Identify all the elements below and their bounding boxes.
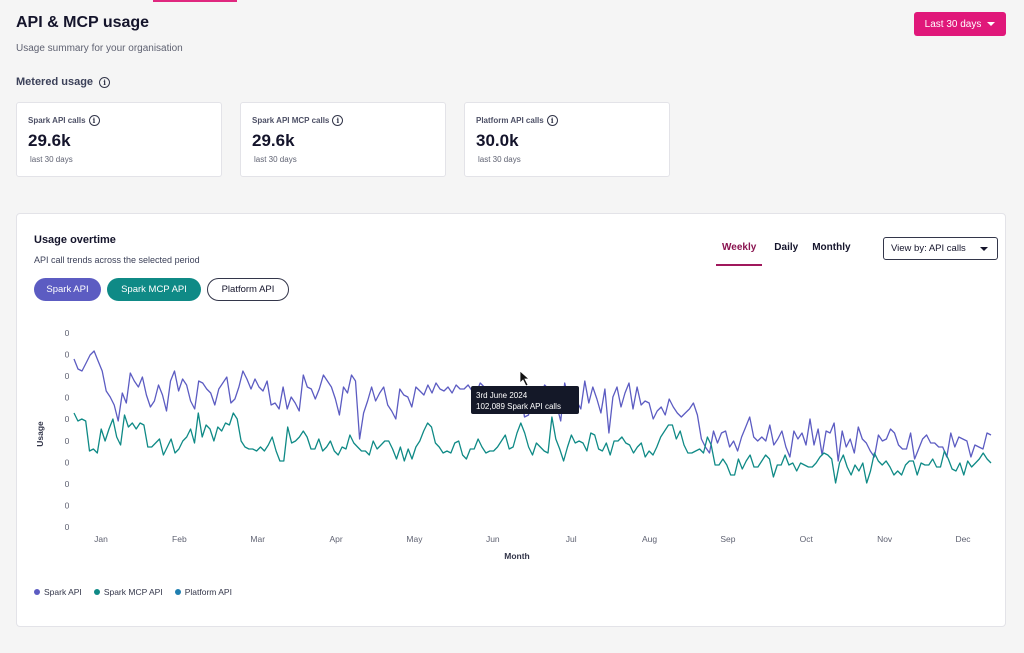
series-line-spark-mcp-api: [73, 412, 992, 484]
info-icon[interactable]: i: [99, 76, 111, 88]
x-tick-label: Aug: [642, 534, 657, 544]
tooltip-value: 102,089 Spark API calls: [476, 402, 561, 411]
metric-card-period: last 30 days: [254, 155, 297, 164]
x-tick-label: May: [406, 534, 423, 544]
usage-panel-subtitle: API call trends across the selected peri…: [34, 255, 200, 265]
usage-line-chart: 0 0 0 0 0 0 0 0 0 0 Jan Feb Mar Apr May Jun Jul Aug Sep Oct…: [35, 328, 992, 561]
x-tick-label: Dec: [955, 534, 971, 544]
y-tick-label: 0: [65, 522, 70, 532]
usage-overtime-panel: Usage overtime API call trends across th…: [16, 213, 1006, 627]
metric-card-value: 30.0k: [476, 131, 519, 150]
tab-weekly[interactable]: Weekly: [716, 234, 763, 266]
x-tick-label: Jun: [486, 534, 500, 544]
tooltip-date: 3rd June 2024: [476, 391, 528, 400]
x-axis-label: Month: [504, 551, 530, 561]
metric-card-platform-api: Platform API calls i 30.0k last 30 days: [464, 102, 670, 177]
legend-dot: [174, 589, 181, 595]
y-axis-label: Usage: [35, 421, 45, 447]
info-icon[interactable]: i: [88, 115, 100, 126]
metric-card-label: Spark API MCP calls: [252, 116, 330, 125]
filter-pill-platform-api[interactable]: Platform API: [207, 278, 289, 301]
tab-daily[interactable]: Daily: [774, 242, 799, 253]
page-subtitle: Usage summary for your organisation: [16, 43, 183, 54]
y-tick-label: 0: [65, 328, 70, 338]
y-tick-label: 0: [65, 393, 70, 403]
y-tick-label: 0: [65, 500, 70, 510]
view-by-dropdown[interactable]: View by: API calls: [883, 237, 998, 260]
legend-item-spark-api: Spark API: [34, 587, 82, 597]
legend-dot: [34, 589, 40, 595]
usage-panel-title: Usage overtime: [34, 234, 116, 246]
x-tick-label: Mar: [250, 534, 265, 544]
view-by-label: View by: API calls: [891, 243, 966, 254]
metered-usage-heading: Metered usage i: [16, 76, 111, 88]
y-tick-label: 0: [65, 479, 70, 489]
metric-card-spark-api-mcp: Spark API MCP calls i 29.6k last 30 days: [240, 102, 446, 177]
metric-card-period: last 30 days: [30, 155, 73, 164]
y-tick-label: 0: [65, 436, 70, 446]
chevron-down-icon: [987, 22, 996, 26]
y-tick-label: 0: [65, 457, 70, 467]
tab-monthly[interactable]: Monthly: [812, 242, 851, 253]
metric-card-label: Spark API calls: [28, 116, 86, 125]
metric-card-period: last 30 days: [478, 155, 521, 164]
page-title: API & MCP usage: [16, 14, 150, 31]
y-tick-label: 0: [65, 414, 70, 424]
x-tick-label: Nov: [877, 534, 893, 544]
info-icon[interactable]: i: [332, 115, 344, 126]
x-tick-label: Oct: [800, 534, 814, 544]
legend-label: Platform API: [184, 587, 232, 597]
y-tick-label: 0: [65, 350, 70, 360]
top-nav-active-indicator: [153, 0, 237, 2]
metric-card-label: Platform API calls: [476, 116, 544, 125]
x-tick-label: Sep: [720, 534, 735, 544]
x-tick-label: Apr: [329, 534, 342, 544]
period-dropdown-label: Last 30 days: [924, 18, 982, 30]
x-tick-label: Feb: [172, 534, 187, 544]
y-tick-label: 0: [65, 371, 70, 381]
chevron-down-icon: [980, 246, 988, 251]
legend-label: Spark MCP API: [103, 587, 163, 597]
metric-card-spark-api: Spark API calls i 29.6k last 30 days: [16, 102, 222, 177]
legend-item-spark-mcp-api: Spark MCP API: [93, 587, 163, 597]
legend-label: Spark API: [44, 587, 82, 597]
info-icon[interactable]: i: [546, 115, 558, 126]
metric-card-value: 29.6k: [252, 131, 295, 150]
legend-item-platform-api: Platform API: [174, 587, 232, 597]
legend-dot: [93, 589, 100, 595]
granularity-tabs: Weekly Daily Monthly: [716, 234, 857, 266]
metered-usage-title: Metered usage: [16, 76, 94, 88]
chart-tooltip: 3rd June 2024 102,089 Spark API calls: [471, 386, 579, 414]
x-tick-label: Jul: [566, 534, 577, 544]
period-dropdown-button[interactable]: Last 30 days: [914, 12, 1006, 36]
chart-legend: Spark API Spark MCP API Platform API: [34, 587, 232, 597]
cursor-pointer-icon: [519, 370, 531, 387]
filter-pill-spark-api[interactable]: Spark API: [34, 278, 101, 301]
filter-pill-spark-mcp-api[interactable]: Spark MCP API: [107, 278, 201, 301]
x-tick-label: Jan: [94, 534, 108, 544]
metric-card-value: 29.6k: [28, 131, 71, 150]
series-filter-pills: Spark API Spark MCP API Platform API: [34, 278, 289, 301]
